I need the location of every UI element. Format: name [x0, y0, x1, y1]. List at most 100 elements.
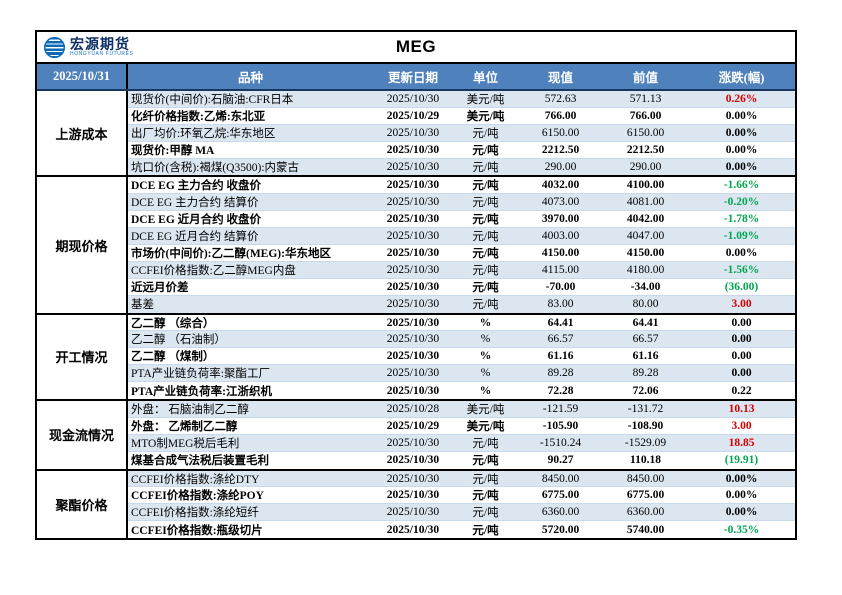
unit-cell: 元/吨: [472, 437, 499, 450]
table-row: 市场价(中间价):乙二醇(MEG):华东地区 2025/10/30 元/吨 4150.…: [128, 245, 795, 262]
previous-value-cell: 4047.00: [626, 230, 665, 243]
unit-cell: 元/吨: [472, 455, 499, 468]
current-value-cell: 66.57: [547, 333, 574, 346]
unit-cell: 美元/吨: [466, 110, 505, 123]
update-date-cell: 2025/10/28: [386, 402, 440, 415]
group-1: 期现价格 DCE EG 主力合约 收盘价 2025/10/30 元/吨 4032.00 4…: [37, 175, 795, 313]
previous-value-cell: 4150.00: [626, 246, 665, 259]
update-date-cell: 2025/10/30: [386, 126, 440, 139]
previous-value-cell: 766.00: [629, 109, 662, 122]
variety-cell: PTA产业链负荷率:江浙织机: [131, 385, 272, 398]
table-row: 化纤价格指数:乙烯:东北亚 2025/10/29 美元/吨 766.00 766.00 0…: [128, 107, 795, 125]
previous-value-cell: 110.18: [630, 454, 661, 467]
unit-cell: 元/吨: [472, 247, 499, 260]
previous-value-cell: 6360.00: [626, 506, 665, 519]
unit-cell: 元/吨: [472, 127, 499, 140]
change-cell: 0.00%: [725, 506, 758, 519]
brand-text: 宏源期货 HONGYUAN FUTURES: [70, 37, 134, 57]
column-header-unit: 单位: [472, 71, 498, 85]
variety-cell: 基差: [131, 299, 154, 312]
group-3: 现金流情况 外盘： 石脑油制乙二醇 2025/10/28 美元/吨 -121.59 -13…: [37, 399, 795, 469]
current-value-cell: 61.16: [547, 350, 574, 363]
group-0: 上游成本 现货价(中间价):石脑油:CFR日本 2025/10/30 美元/吨 572.…: [37, 91, 795, 176]
previous-value-cell: -131.72: [627, 402, 664, 415]
current-value-cell: 4032.00: [541, 179, 580, 192]
change-cell: 0.00%: [725, 472, 758, 485]
current-value-cell: 72.28: [547, 384, 574, 397]
previous-value-cell: 2212.50: [626, 143, 665, 156]
variety-cell: CCFEI价格指数:涤纶POY: [131, 490, 264, 503]
table-row: PTA产业链负荷率:聚酯工厂 2025/10/30% 89.28 89.28 0.00: [128, 365, 795, 383]
meg-report-sheet: 宏源期货 HONGYUAN FUTURES MEG 2025/10/31 品种 …: [35, 30, 797, 541]
update-date-cell: 2025/10/30: [386, 350, 440, 363]
column-header-variety: 品种: [237, 71, 263, 85]
unit-cell: 元/吨: [472, 264, 499, 277]
variety-cell: 市场价(中间价):乙二醇(MEG):华东地区: [131, 247, 331, 260]
previous-value-cell: 4081.00: [626, 196, 665, 209]
update-date-cell: 2025/10/30: [386, 298, 440, 311]
previous-value-cell: 61.16: [632, 350, 659, 363]
update-date-cell: 2025/10/29: [386, 419, 440, 432]
current-value-cell: -1510.24: [539, 436, 582, 449]
table-row: DCE EG 主力合约 结算价 2025/10/30 元/吨 4073.00 4081.…: [128, 194, 795, 212]
table-row: MTO制MEG税后毛利 2025/10/30 元/吨 -1510.24 -1529.09…: [128, 434, 795, 452]
update-date-cell: 2025/10/30: [386, 213, 440, 226]
variety-cell: DCE EG 主力合约 结算价: [131, 197, 259, 210]
table-row: DCE EG 主力合约 收盘价 2025/10/30 元/吨 4032.00 4100.…: [128, 177, 795, 195]
current-value-cell: 8450.00: [541, 472, 580, 485]
unit-cell: 元/吨: [472, 507, 499, 520]
column-header-update-date: 更新日期: [387, 71, 438, 85]
variety-cell: 现货价(中间价):石脑油:CFR日本: [131, 93, 294, 106]
unit-cell: %: [479, 316, 492, 329]
change-cell: 10.13: [728, 402, 755, 415]
unit-cell: %: [479, 384, 492, 397]
table-row: 乙二醇 （综合） 2025/10/30% 64.41 64.41 0.00: [128, 314, 795, 332]
table-row: 现货价:甲醇 MA 2025/10/30 元/吨 2212.50 2212.50 0.00…: [128, 141, 795, 159]
change-cell: 18.85: [728, 436, 755, 449]
unit-cell: 美元/吨: [466, 403, 505, 416]
group-2: 开工情况 乙二醇 （综合） 2025/10/30% 64.41 64.41 0.00 乙二醇…: [37, 312, 795, 400]
group-label: 开工情况: [37, 314, 128, 400]
previous-value-cell: 4180.00: [626, 263, 665, 276]
unit-cell: 元/吨: [472, 180, 499, 193]
current-value-cell: 90.27: [547, 454, 574, 467]
unit-cell: 元/吨: [472, 144, 499, 157]
current-value-cell: 6775.00: [541, 489, 580, 502]
table-row: 基差 2025/10/30 元/吨 83.00 80.00 3.00: [128, 295, 795, 313]
change-cell: 0.00%: [725, 161, 758, 173]
unit-cell: 元/吨: [472, 281, 499, 294]
change-cell: 0.00: [731, 367, 752, 380]
table-row: CCFEI价格指数:涤纶短纤 2025/10/30 元/吨 6360.00 6360.0…: [128, 504, 795, 522]
unit-cell: %: [480, 367, 491, 380]
update-date-cell: 2025/10/30: [386, 161, 440, 173]
top-band: 宏源期货 HONGYUAN FUTURES MEG: [37, 32, 795, 62]
change-cell: 0.00%: [725, 143, 758, 156]
previous-value-cell: -34.00: [630, 280, 661, 293]
unit-cell: 元/吨: [472, 473, 499, 486]
current-value-cell: -105.90: [542, 419, 579, 432]
table-header-row: 2025/10/31 品种 更新日期 单位 现值 前值 涨跌(幅): [37, 62, 795, 91]
unit-cell: 元/吨: [472, 231, 499, 244]
group-label: 上游成本: [37, 91, 128, 176]
update-date-cell: 2025/10/30: [386, 523, 440, 536]
update-date-cell: 2025/10/30: [386, 316, 440, 329]
change-cell: 0.22: [731, 384, 752, 397]
group-label: 期现价格: [37, 177, 128, 313]
variety-cell: PTA产业链负荷率:聚酯工厂: [131, 368, 270, 381]
table-row: 现货价(中间价):石脑油:CFR日本 2025/10/30 美元/吨 572.63 57…: [128, 91, 795, 108]
unit-cell: 美元/吨: [466, 420, 505, 433]
change-cell: -0.20%: [723, 196, 760, 209]
variety-cell: 出厂均价:环氧乙烷:华东地区: [131, 127, 276, 140]
table-row: DCE EG 近月合约 结算价 2025/10/30 元/吨 4003.00 4047.…: [128, 228, 795, 246]
variety-cell: 外盘： 乙烯制乙二醇: [131, 420, 238, 433]
change-cell: 3.00: [731, 298, 752, 311]
table-row: CCFEI价格指数:涤纶POY 2025/10/30 元/吨 6775.00 6775.…: [128, 487, 795, 505]
previous-value-cell: 4100.00: [626, 179, 665, 192]
group-rows: 现货价(中间价):石脑油:CFR日本 2025/10/30 美元/吨 572.63 57…: [128, 91, 795, 176]
change-cell: -1.78%: [723, 213, 760, 226]
current-value-cell: -121.59: [542, 402, 579, 415]
group-rows: 乙二醇 （综合） 2025/10/30% 64.41 64.41 0.00 乙二醇 （石油…: [128, 314, 795, 400]
current-value-cell: 64.41: [547, 316, 574, 329]
page-title: MEG: [395, 37, 437, 56]
previous-value-cell: 66.57: [632, 333, 659, 346]
